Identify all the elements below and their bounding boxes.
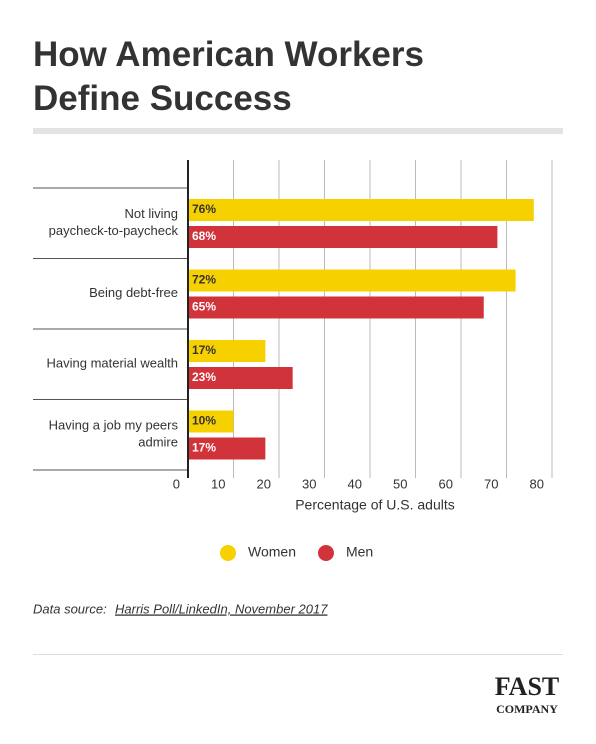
bar: [188, 367, 293, 389]
bar: [188, 296, 484, 319]
logo: FAST: [495, 672, 560, 701]
legend-label: Women: [248, 544, 296, 560]
value-label: 10%: [192, 414, 216, 428]
x-tick-label: 70: [484, 476, 498, 491]
value-label: 23%: [192, 370, 216, 384]
value-label: 76%: [192, 202, 216, 216]
category-label: Having material wealth: [46, 356, 178, 371]
logo: COMPANY: [496, 702, 558, 716]
bar: [188, 199, 534, 221]
value-label: 65%: [192, 300, 216, 314]
bar: [188, 269, 516, 292]
value-label: 68%: [192, 229, 216, 243]
footer-rule: [33, 654, 563, 655]
title-line: Define Success: [33, 79, 292, 118]
x-tick-label: 30: [302, 476, 316, 491]
source-label: Data source:: [33, 601, 107, 616]
x-tick-label: 0: [173, 476, 180, 491]
value-label: 72%: [192, 273, 216, 287]
bar: [188, 437, 266, 460]
title-rule: [33, 128, 563, 134]
x-tick-label: 80: [530, 476, 544, 491]
source-link[interactable]: Harris Poll/LinkedIn, November 2017: [115, 601, 328, 616]
category-label: Being debt-free: [89, 285, 178, 300]
legend-swatch: [220, 545, 236, 561]
bar: [188, 340, 266, 362]
value-label: 17%: [192, 343, 216, 357]
bar: [188, 410, 234, 433]
legend-label: Men: [346, 544, 373, 560]
bar: [188, 226, 498, 248]
x-tick-label: 50: [393, 476, 407, 491]
category-label: Not living paycheck-to-paycheck: [49, 206, 179, 238]
value-label: 17%: [192, 441, 216, 455]
x-tick-label: 20: [257, 476, 271, 491]
x-axis-title: Percentage of U.S. adults: [295, 497, 455, 513]
title-line: How American Workers: [33, 35, 424, 74]
x-tick-label: 40: [348, 476, 362, 491]
legend-swatch: [317, 545, 334, 561]
category-label: Having a job my peers admire: [49, 418, 179, 450]
x-tick-label: 10: [211, 476, 225, 491]
x-tick-label: 60: [439, 476, 453, 491]
